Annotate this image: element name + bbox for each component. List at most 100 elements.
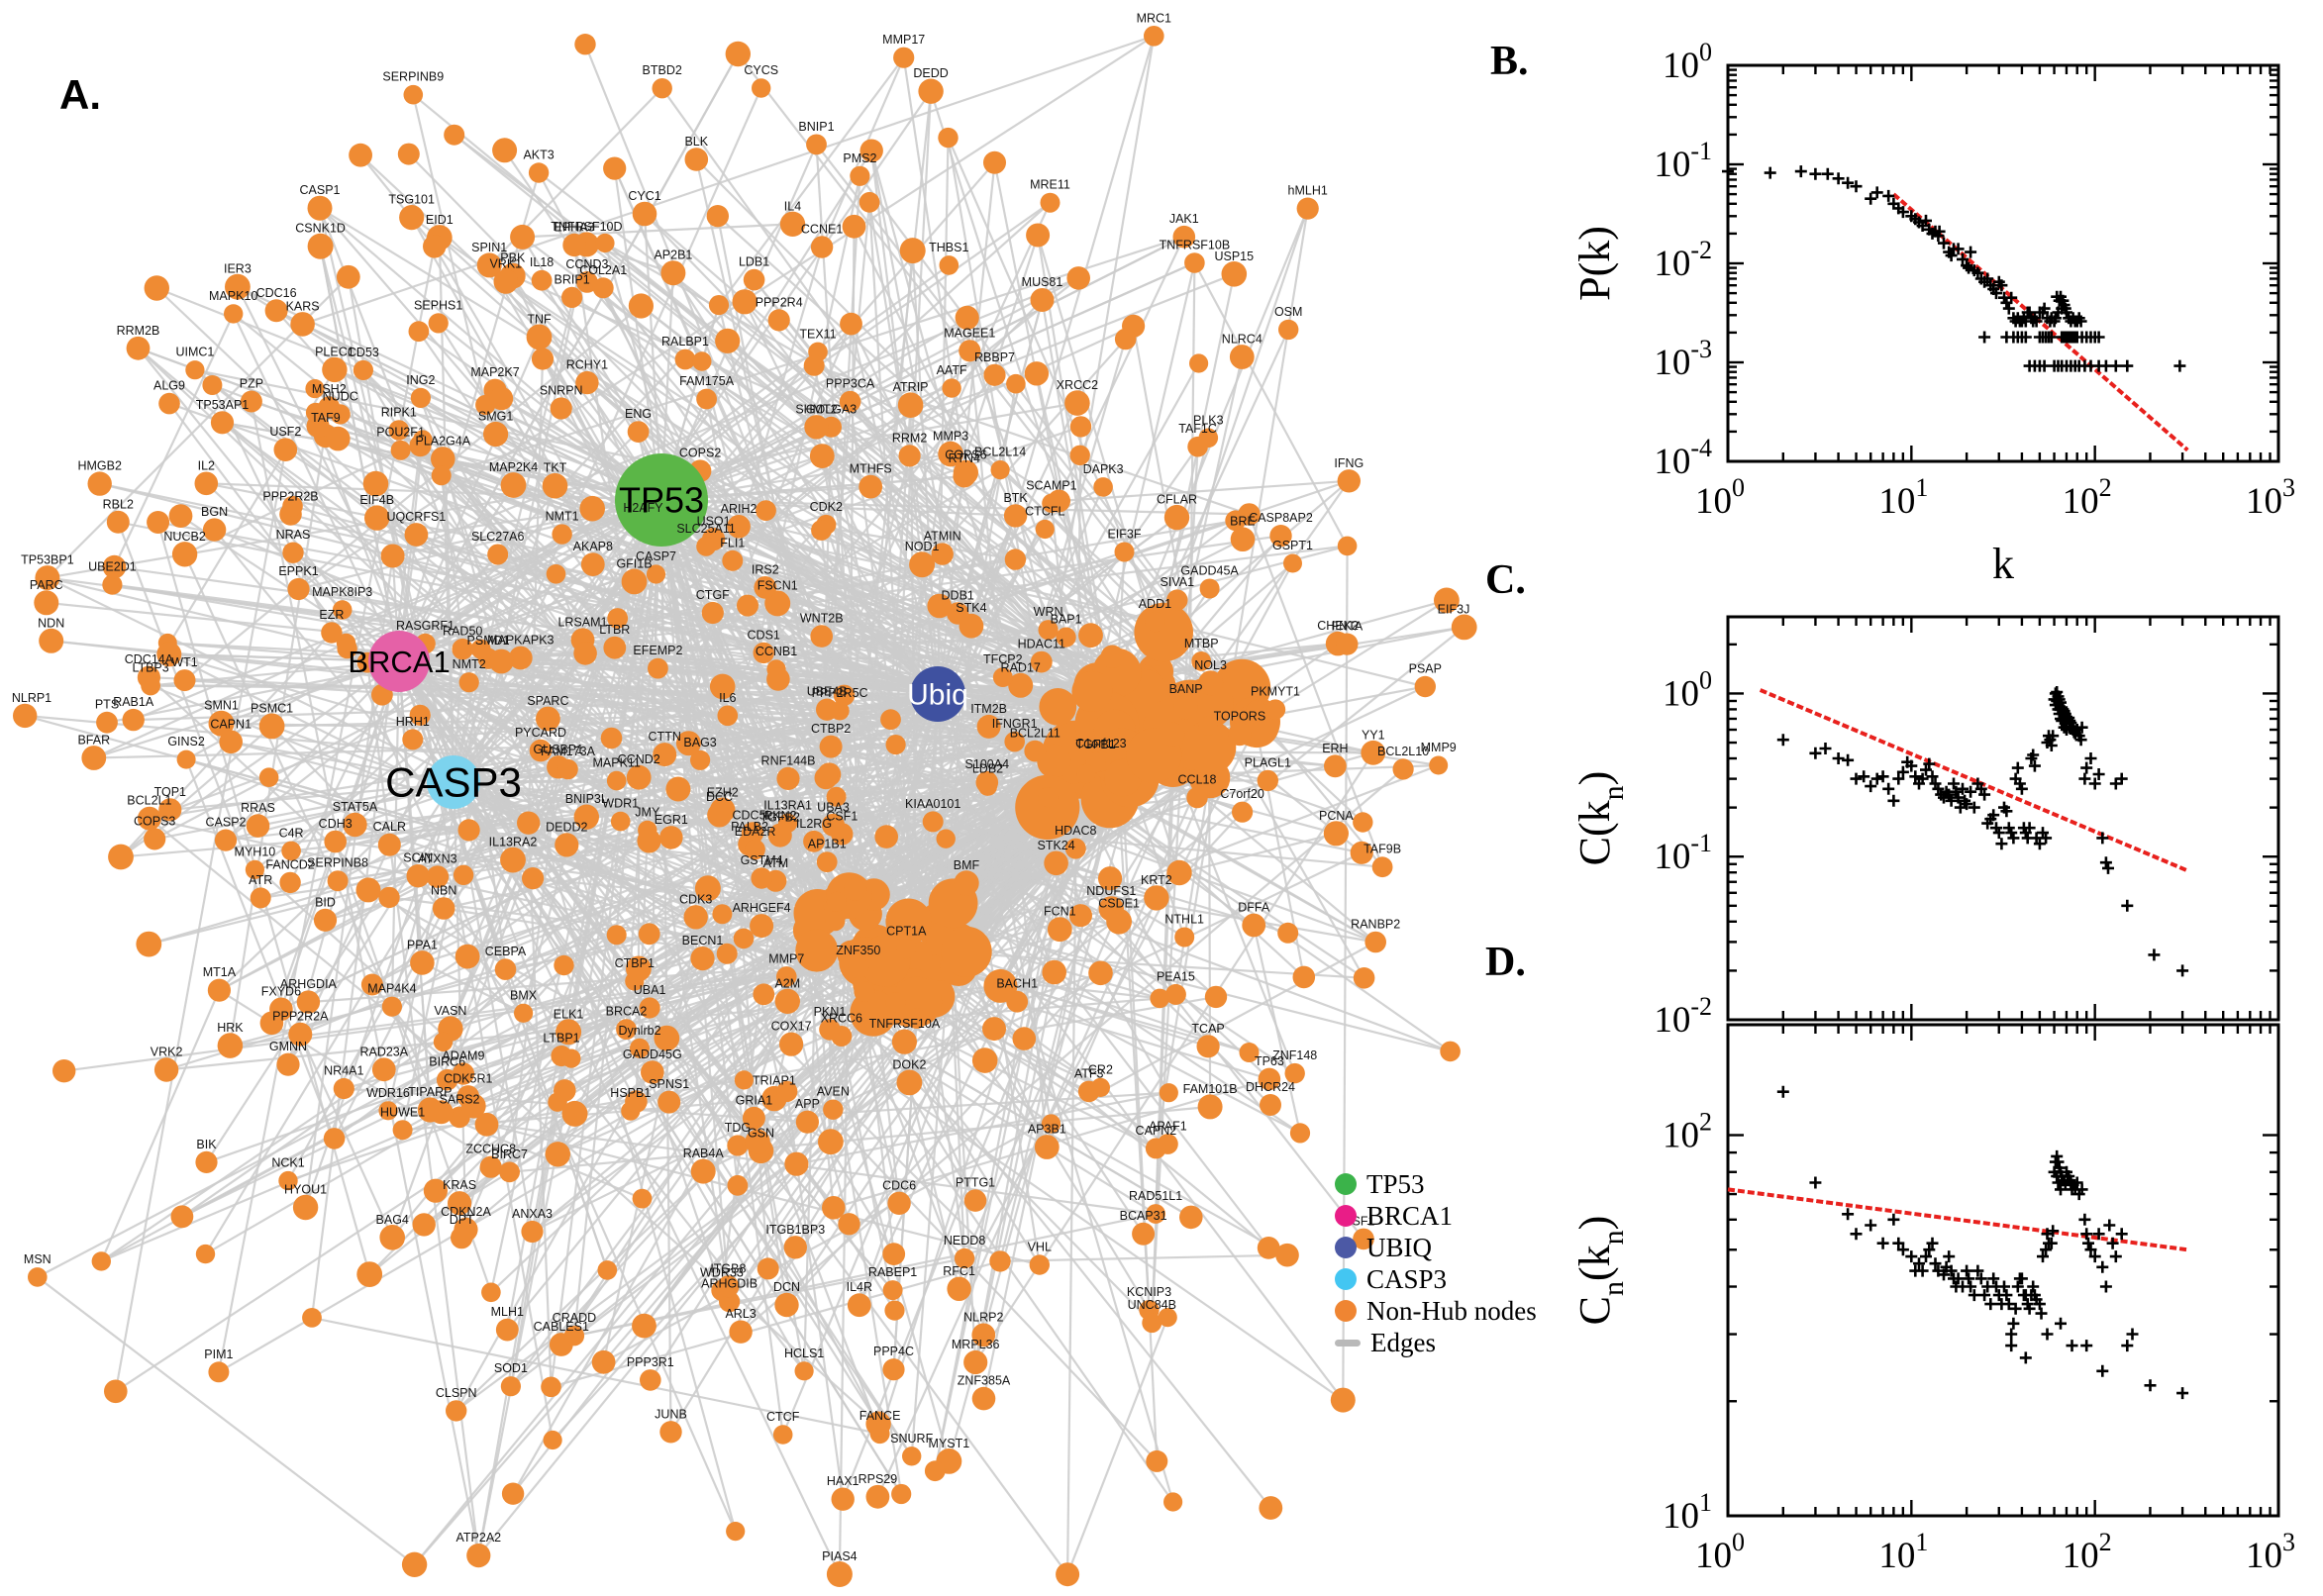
non-hub-node: [500, 1376, 521, 1397]
non-hub-node: [495, 1318, 519, 1342]
node-label: IL13RA1: [763, 798, 812, 812]
node-label: PARC: [30, 578, 63, 592]
non-hub-node: [307, 233, 334, 259]
hub-node-brca1: [368, 631, 430, 692]
node-label: FNTA: [1332, 620, 1364, 634]
non-hub-node: [1114, 328, 1137, 350]
non-hub-node: [306, 414, 330, 438]
non-hub-node: [648, 657, 668, 679]
non-hub-node: [264, 299, 288, 323]
non-hub-node: [641, 1060, 664, 1084]
node-label: PPP2R2B: [262, 489, 318, 503]
non-hub-node: [833, 684, 856, 706]
node-label: UQCRFS1: [387, 510, 447, 524]
ubiq-hub-swatch-icon: [1335, 1237, 1357, 1258]
node-label: CD53: [348, 346, 379, 359]
node-label: CDC16: [256, 286, 297, 300]
non-hub-node: [660, 260, 686, 286]
non-hub-node: [606, 925, 627, 946]
non-hub-node: [1172, 225, 1196, 249]
non-hub-node: [1283, 553, 1302, 573]
node-label: FLI1: [720, 536, 745, 549]
non-hub-node: [822, 1196, 846, 1220]
non-hub-node: [510, 224, 536, 249]
non-hub-node: [795, 1110, 820, 1134]
node-label: MMP3: [933, 430, 968, 444]
non-hub-node: [1198, 670, 1224, 696]
non-hub-node: [1166, 589, 1188, 611]
non-hub-node: [826, 786, 847, 807]
non-hub-node: [210, 411, 235, 435]
non-hub-node: [1278, 319, 1299, 341]
node-label: PZP: [240, 377, 263, 391]
node-label: hMLH1: [1288, 184, 1328, 198]
non-hub-node: [158, 392, 180, 415]
node-label: CSDE1: [1098, 897, 1140, 911]
node-label: UBA1: [634, 983, 666, 997]
non-hub-node: [1337, 536, 1358, 556]
non-hub-node: [954, 870, 979, 896]
non-hub-node: [1189, 353, 1209, 373]
node-label: ATRIP: [893, 380, 929, 394]
node-label: BCAP31: [1120, 1209, 1167, 1223]
node-label: BANP: [1169, 682, 1203, 696]
non-hub-node: [734, 1070, 755, 1090]
non-hub-node: [1186, 786, 1208, 809]
non-hub-node: [1277, 922, 1299, 944]
non-hub-node: [1196, 1035, 1220, 1058]
node-label: LTBR: [599, 623, 630, 637]
non-hub-node: [305, 379, 325, 399]
non-hub-node: [531, 269, 553, 291]
non-hub-node: [466, 1544, 491, 1568]
node-label: UBA3: [817, 800, 850, 814]
non-hub-node: [854, 981, 875, 1002]
non-hub-node: [898, 445, 921, 467]
non-hub-node: [176, 749, 196, 769]
non-hub-node: [282, 542, 304, 563]
node-label: DDB1: [942, 589, 974, 603]
node-label: AKT3: [523, 149, 554, 162]
node-label: TEX11: [799, 327, 836, 341]
non-hub-node: [288, 1022, 313, 1047]
node-label: MMP9: [1421, 741, 1457, 754]
non-hub-node: [1044, 850, 1068, 876]
non-hub-node: [882, 1280, 903, 1301]
node-label: CDC5L: [733, 808, 773, 822]
legend-item-casp3: CASP3: [1335, 1263, 1537, 1295]
non-hub-node: [460, 1093, 486, 1119]
node-label: BCL2L11: [1010, 727, 1060, 741]
tick-label: 102: [1663, 1108, 1712, 1156]
non-hub-node: [831, 823, 854, 846]
node-label: TAF9B: [1364, 843, 1401, 856]
non-hub-node: [806, 134, 827, 155]
non-hub-node: [292, 1194, 319, 1221]
node-label: CAPN1: [210, 717, 252, 731]
non-hub-node: [891, 1483, 912, 1505]
non-hub-node: [626, 764, 652, 790]
non-hub-node: [81, 746, 107, 770]
non-hub-node: [413, 430, 433, 450]
non-hub-node: [1093, 477, 1113, 497]
non-hub-node: [1161, 722, 1185, 747]
non-hub-node: [752, 78, 771, 98]
non-hub-node: [1106, 908, 1132, 935]
non-hub-node: [173, 669, 196, 692]
node-label: COPS2: [679, 447, 721, 460]
node-label: TOP1: [154, 785, 186, 799]
non-hub-node: [423, 235, 447, 258]
non-hub-nodes-layer: [13, 26, 1477, 1587]
node-label: DAPK3: [1083, 462, 1124, 476]
plus-markers: [1776, 1085, 2189, 1400]
non-hub-node: [1296, 197, 1319, 220]
node-label: LDB2: [972, 761, 1003, 775]
node-label: TP53AP1: [196, 398, 250, 412]
node-label: WRN: [1034, 605, 1063, 619]
node-label: BGN: [201, 505, 228, 519]
non-hub-node: [429, 1100, 454, 1125]
node-label: MTBP: [1184, 637, 1219, 650]
non-hub-node: [1142, 1313, 1162, 1334]
non-hub-node: [885, 735, 906, 755]
non-hub-node: [737, 594, 758, 617]
node-label: RALBP1: [661, 335, 709, 349]
non-hub-node: [784, 1151, 809, 1176]
